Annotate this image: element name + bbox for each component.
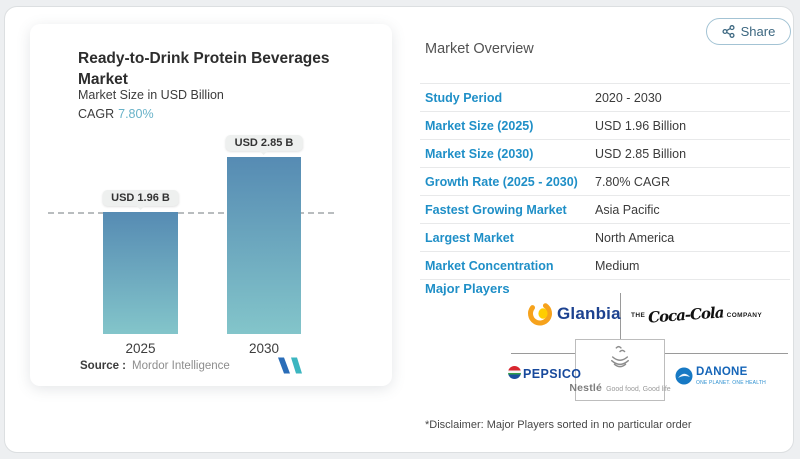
row-value: 2020 - 2030 <box>595 90 662 105</box>
bar-2025-fill <box>103 212 178 334</box>
bar-2025-value-label: USD 1.96 B <box>102 190 179 206</box>
chart-card: Ready-to-Drink Protein Beverages Market … <box>30 24 392 386</box>
danone-logo: DANONE ONE PLANET. ONE HEALTH <box>675 366 766 386</box>
table-row: Market Concentration Medium <box>420 252 790 280</box>
chart-title: Ready-to-Drink Protein Beverages Market <box>78 50 330 88</box>
players-connector-vertical <box>620 293 621 339</box>
row-value: Asia Pacific <box>595 202 660 217</box>
table-row: Largest Market North America <box>420 224 790 252</box>
row-label: Fastest Growing Market <box>425 202 567 217</box>
x-axis-label-2025: 2025 <box>125 341 156 356</box>
row-label: Market Concentration <box>425 258 554 273</box>
coca-cola-script: Coca-Cola <box>647 303 725 327</box>
source-label: Source : <box>80 360 127 372</box>
market-overview-table: Study Period 2020 - 2030 Market Size (20… <box>420 83 790 280</box>
disclaimer-text: *Disclaimer: Major Players sorted in no … <box>425 419 692 431</box>
row-label: Study Period <box>425 90 503 105</box>
pepsico-globe-icon <box>508 366 521 379</box>
mordor-intelligence-logo <box>278 357 302 374</box>
chart-subtitle: Market Size in USD Billion <box>78 88 224 102</box>
pepsico-logo: PEPSICO <box>508 366 581 381</box>
nestle-nest-icon <box>611 345 629 368</box>
source-value: Mordor Intelligence <box>132 360 230 372</box>
table-row: Fastest Growing Market Asia Pacific <box>420 196 790 224</box>
market-overview-heading: Market Overview <box>425 41 534 57</box>
row-label: Largest Market <box>425 230 514 245</box>
row-label: Market Size (2025) <box>425 118 534 133</box>
row-value: 7.80% CAGR <box>595 174 671 189</box>
nestle-tagline: Good food, Good life <box>606 386 671 393</box>
nestle-wordline: Nestlé Good food, Good life <box>569 382 670 394</box>
row-value: Medium <box>595 258 640 273</box>
coca-cola-the: THE <box>631 311 646 319</box>
cagr-value: 7.80% <box>118 107 154 121</box>
glanbia-wordmark: Glanbia <box>557 303 621 323</box>
coca-cola-company: COMPANY <box>726 311 763 319</box>
cagr-line: CAGR 7.80% <box>78 107 154 121</box>
table-row: Study Period 2020 - 2030 <box>420 83 790 112</box>
row-value: USD 2.85 Billion <box>595 146 687 161</box>
danone-wordmark: DANONE <box>696 366 748 378</box>
danone-swoosh-icon <box>675 367 693 385</box>
danone-tagline: ONE PLANET. ONE HEALTH <box>696 379 766 386</box>
coca-cola-logo: THE Coca-Cola COMPANY <box>631 303 763 327</box>
pepsico-wordmark: PEPSICO <box>523 367 582 381</box>
share-button-label: Share <box>740 24 776 39</box>
share-button[interactable]: Share <box>706 18 791 45</box>
nestle-logo-box: Nestlé Good food, Good life <box>569 339 671 401</box>
bar-2030-fill <box>227 157 301 334</box>
table-row: Growth Rate (2025 - 2030) 7.80% CAGR <box>420 168 790 196</box>
source-row: Source : Mordor Intelligence <box>80 360 230 372</box>
row-value: North America <box>595 230 675 245</box>
table-row: Market Size (2030) USD 2.85 Billion <box>420 140 790 168</box>
glanbia-mark-icon <box>528 301 552 326</box>
danone-words: DANONE ONE PLANET. ONE HEALTH <box>696 366 766 386</box>
major-players-label: Major Players <box>425 281 510 296</box>
nestle-wordmark: Nestlé <box>569 382 603 394</box>
share-icon <box>722 25 735 38</box>
row-value: USD 1.96 Billion <box>595 118 687 133</box>
cagr-label: CAGR <box>78 107 115 121</box>
reference-dashed-line <box>48 212 334 214</box>
bar-2030: USD 2.85 B 2030 <box>225 135 303 356</box>
x-axis-label-2030: 2030 <box>248 341 280 356</box>
bar-2025: USD 1.96 B 2025 <box>102 190 179 356</box>
bar-2030-value-label: USD 2.85 B <box>225 135 303 151</box>
glanbia-logo: Glanbia <box>527 300 621 327</box>
row-label: Market Size (2030) <box>425 146 534 161</box>
table-row: Market Size (2025) USD 1.96 Billion <box>420 112 790 140</box>
row-label: Growth Rate (2025 - 2030) <box>425 174 578 189</box>
